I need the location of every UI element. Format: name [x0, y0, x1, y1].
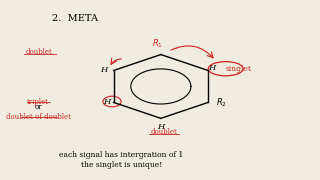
- Text: H: H: [208, 64, 215, 72]
- Text: H: H: [100, 66, 107, 74]
- Text: triplet: triplet: [27, 98, 49, 106]
- Text: $R_1$: $R_1$: [152, 38, 163, 50]
- Text: the singlet is unique!: the singlet is unique!: [81, 161, 162, 169]
- Text: or: or: [34, 103, 42, 111]
- Text: $R_2$: $R_2$: [216, 96, 227, 109]
- Text: 2.  META: 2. META: [52, 14, 98, 23]
- Text: each signal has intergration of 1: each signal has intergration of 1: [59, 151, 184, 159]
- Text: H: H: [157, 123, 164, 131]
- Text: doublet: doublet: [150, 128, 177, 136]
- Text: doublet: doublet: [26, 48, 53, 56]
- Text: singlet: singlet: [226, 65, 252, 73]
- Text: doublet of doublet: doublet of doublet: [5, 113, 70, 121]
- Text: H: H: [103, 98, 110, 105]
